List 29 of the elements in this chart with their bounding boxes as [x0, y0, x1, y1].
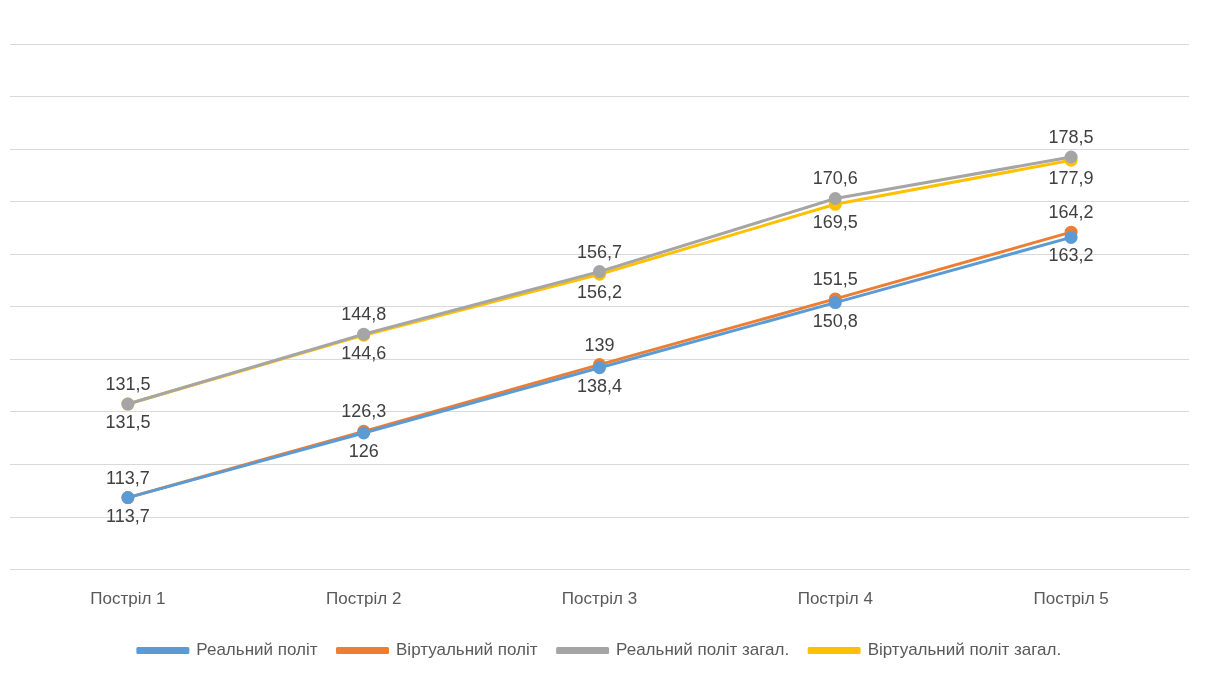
x-tick-label: Постріл 4	[797, 589, 873, 609]
data-label: 138,4	[576, 375, 623, 396]
legend-label: Віртуальний політ загал.	[867, 640, 1062, 660]
data-label: 163,2	[1048, 245, 1094, 266]
data-label: 164,2	[1048, 202, 1094, 223]
data-label: 113,7	[106, 505, 150, 526]
legend-label: Реальний політ	[196, 640, 318, 660]
x-tick-label: Постріл 1	[90, 589, 166, 609]
x-tick-label: Постріл 5	[1033, 589, 1109, 609]
data-label: 156,2	[576, 282, 623, 303]
legend-label: Віртуальний політ	[396, 640, 538, 660]
legend-label: Реальний політ загал.	[616, 640, 790, 660]
data-label: 156,7	[576, 241, 623, 262]
data-label: 131,5	[105, 374, 151, 394]
data-label: 151,5	[812, 268, 858, 289]
data-label: 139	[584, 334, 615, 355]
data-label: 126	[348, 440, 379, 461]
data-label: 131,5	[105, 412, 151, 432]
data-label: 169,5	[812, 212, 858, 233]
data-label: 126,3	[341, 401, 387, 422]
x-tick-label: Постріл 3	[561, 589, 638, 609]
data-label: 144,6	[341, 343, 387, 364]
data-label: 177,9	[1048, 168, 1094, 189]
x-tick-label: Постріл 2	[326, 589, 402, 609]
data-label: 170,6	[812, 168, 858, 189]
data-label: 144,8	[341, 304, 387, 325]
data-label: 113,7	[106, 467, 150, 488]
data-label: 178,5	[1048, 126, 1094, 147]
data-label: 150,8	[812, 310, 858, 331]
